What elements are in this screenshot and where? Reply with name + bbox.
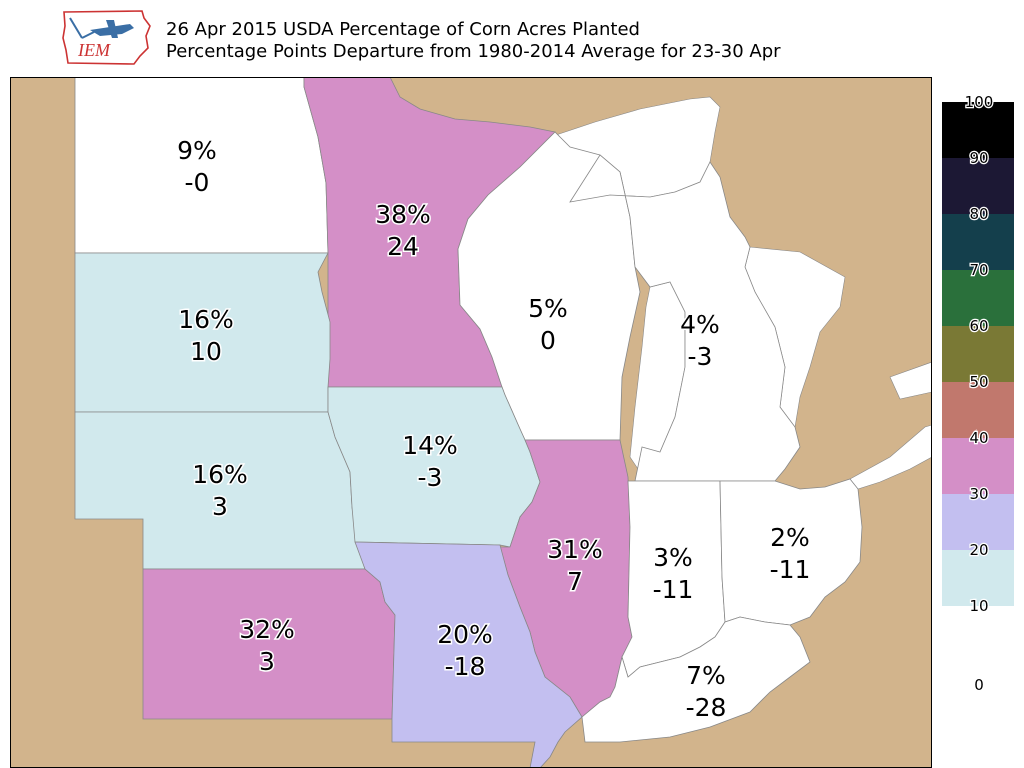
state-departure: 24 [387, 232, 419, 261]
state-departure: 0 [540, 326, 556, 355]
state-percent: 20% [437, 620, 493, 649]
state-percent: 2% [770, 523, 810, 552]
label-NE: 16% 3 [191, 459, 250, 523]
map-subtitle: Percentage Points Departure from 1980-20… [166, 41, 781, 62]
state-percent: 16% [178, 305, 234, 334]
legend-swatch [942, 270, 1014, 326]
state-percent: 32% [239, 615, 295, 644]
header: IEM 26 Apr 2015 USDA Percentage of Corn … [0, 0, 1024, 76]
lake-ontario [889, 361, 932, 400]
state-map: 9% -0 38% 24 16% 10 5% 0 4% -3 16% 3 14%… [10, 77, 932, 768]
logo-text: IEM [77, 40, 111, 60]
state-percent: 3% [653, 543, 693, 572]
state-kansas [142, 568, 396, 720]
state-departure: -11 [770, 555, 811, 584]
state-north-dakota [74, 77, 329, 254]
state-departure: -0 [185, 168, 210, 197]
label-IN: 3% -11 [651, 542, 695, 606]
state-kentucky [581, 616, 811, 743]
label-WI: 5% 0 [527, 293, 570, 357]
label-KS: 32% 3 [238, 614, 297, 678]
legend-tick-label: 20 [969, 541, 988, 559]
state-departure: -3 [688, 342, 713, 371]
state-departure: -3 [418, 463, 443, 492]
state-wisconsin [457, 131, 641, 441]
legend-tick-label: 80 [969, 205, 988, 223]
state-percent: 5% [528, 294, 568, 323]
state-missouri [354, 541, 583, 768]
legend-tick-label: 70 [969, 261, 988, 279]
legend-swatch [942, 158, 1014, 214]
legend-swatch [942, 102, 1014, 158]
state-departure: 3 [212, 492, 228, 521]
state-percent: 38% [375, 200, 431, 229]
state-michigan [569, 154, 801, 482]
label-MI: 4% -3 [679, 309, 722, 373]
legend-swatch [942, 382, 1014, 438]
state-percent: 14% [402, 431, 458, 460]
state-percent: 7% [686, 661, 726, 690]
iem-logo: IEM [60, 8, 152, 68]
legend-tick-label: 30 [969, 485, 988, 503]
label-ND: 9% -0 [176, 135, 219, 199]
state-departure: 3 [259, 647, 275, 676]
label-SD: 16% 10 [177, 304, 236, 368]
state-percent: 31% [547, 535, 603, 564]
legend-swatch [942, 494, 1014, 550]
iowa-outline-logo-icon: IEM [62, 10, 151, 65]
label-OH: 2% -11 [768, 522, 812, 586]
color-legend: 0 10 20 30 40 50 60 70 80 90 100 [942, 77, 1014, 768]
label-IA: 14% -3 [401, 430, 460, 494]
label-MO: 20% -18 [436, 619, 495, 683]
legend-tick-label: 10 [969, 597, 988, 615]
state-percent: 4% [680, 310, 720, 339]
legend-swatch [942, 606, 1014, 662]
state-departure: -18 [445, 652, 486, 681]
label-KY: 7% -28 [684, 660, 728, 724]
state-departure: 10 [190, 337, 222, 366]
legend-tick-label: 90 [969, 149, 988, 167]
label-IL: 31% 7 [546, 534, 605, 598]
state-percent: 16% [192, 460, 248, 489]
legend-tick-label: 100 [965, 93, 994, 111]
state-departure: 7 [567, 567, 583, 596]
legend-swatch [942, 438, 1014, 494]
legend-swatch [942, 326, 1014, 382]
state-departure: -11 [653, 575, 694, 604]
legend-tick-label: 60 [969, 317, 988, 335]
legend-swatch [942, 550, 1014, 606]
map-title: 26 Apr 2015 USDA Percentage of Corn Acre… [166, 19, 640, 40]
legend-swatch [942, 214, 1014, 270]
legend-tick-label: 50 [969, 373, 988, 391]
state-percent: 9% [177, 136, 217, 165]
state-departure: -28 [686, 693, 727, 722]
legend-tick-label: 0 [974, 676, 984, 694]
legend-tick-label: 40 [969, 429, 988, 447]
lake-erie [849, 424, 932, 490]
label-MN: 38% 24 [374, 199, 433, 263]
